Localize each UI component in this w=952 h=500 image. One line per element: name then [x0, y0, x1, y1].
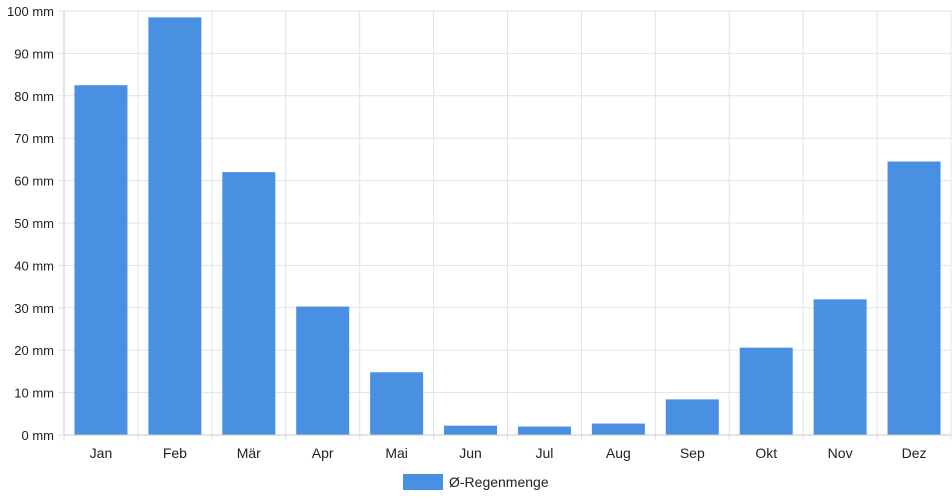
bar-jan[interactable]	[74, 85, 128, 435]
x-tick-label: Jun	[459, 445, 482, 461]
x-tick-label: Dez	[902, 445, 927, 461]
legend-swatch[interactable]	[403, 474, 443, 490]
bar-feb[interactable]	[148, 17, 202, 436]
bar-jun[interactable]	[444, 425, 498, 435]
bar-series	[74, 17, 941, 436]
bar-apr[interactable]	[296, 306, 350, 435]
y-tick-label: 30 mm	[14, 301, 54, 316]
bar-sep[interactable]	[665, 399, 719, 435]
x-tick-label: Sep	[680, 445, 705, 461]
y-tick-label: 10 mm	[14, 386, 54, 401]
x-tick-label: Jan	[90, 445, 113, 461]
bar-mär[interactable]	[222, 172, 276, 435]
y-tick-label: 70 mm	[14, 131, 54, 146]
x-axis: Jan Feb Mär Apr Mai Jun Jul Aug Sep Okt Nov Dez	[64, 434, 951, 461]
legend-label[interactable]: Ø-Regenmenge	[449, 474, 549, 490]
x-tick-label: Okt	[755, 445, 777, 461]
y-tick-label: 60 mm	[14, 174, 54, 189]
y-axis: 0 mm 10 mm 20 mm 30 mm 40 mm 50 mm 60 mm 70 mm 8…	[7, 4, 65, 443]
bar-mai[interactable]	[370, 372, 424, 435]
bar-okt[interactable]	[739, 347, 793, 435]
x-tick-label: Aug	[606, 445, 631, 461]
y-tick-label: 0 mm	[22, 428, 55, 443]
bar-jul[interactable]	[517, 426, 571, 435]
bar-aug[interactable]	[591, 423, 645, 435]
bar-dez[interactable]	[887, 161, 941, 435]
y-tick-label: 20 mm	[14, 343, 54, 358]
y-tick-label: 50 mm	[14, 216, 54, 231]
y-tick-label: 100 mm	[7, 4, 54, 19]
y-tick-label: 90 mm	[14, 46, 54, 61]
x-tick-label: Feb	[163, 445, 187, 461]
x-tick-label: Mai	[385, 445, 408, 461]
x-tick-label: Nov	[828, 445, 853, 461]
bar-nov[interactable]	[813, 299, 867, 435]
x-tick-label: Jul	[536, 445, 554, 461]
y-tick-label: 40 mm	[14, 258, 54, 273]
legend[interactable]: Ø-Regenmenge	[403, 474, 549, 490]
x-tick-label: Mär	[237, 445, 261, 461]
x-tick-label: Apr	[312, 445, 334, 461]
y-tick-label: 80 mm	[14, 89, 54, 104]
